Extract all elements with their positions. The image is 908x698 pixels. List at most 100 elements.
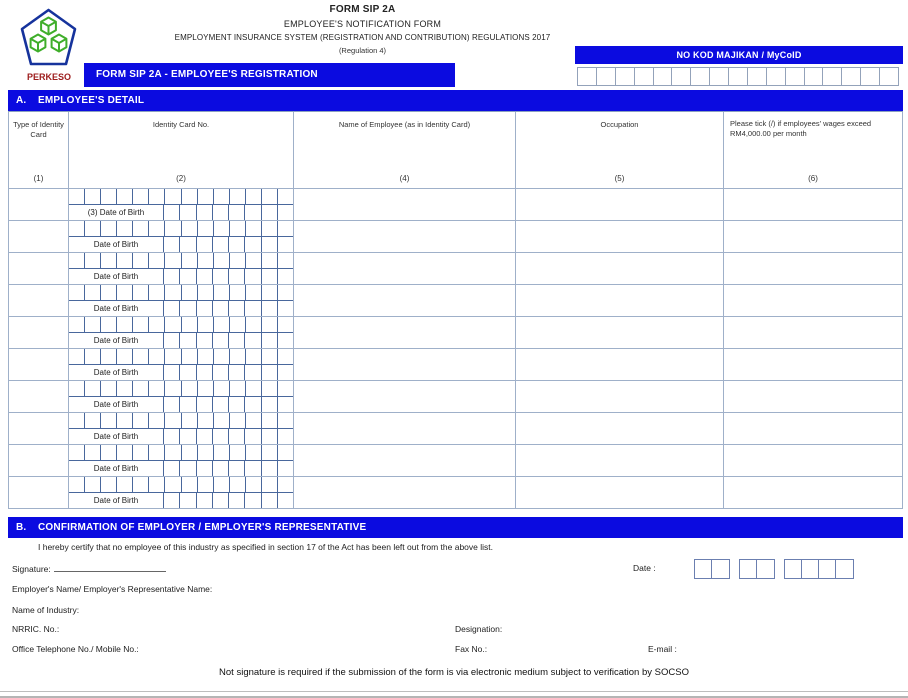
employee-name-cell[interactable] [294, 413, 516, 444]
grid-cell[interactable] [133, 285, 150, 300]
grid-cell[interactable] [262, 349, 279, 364]
grid-cell[interactable] [229, 461, 246, 476]
grid-cell[interactable] [802, 560, 819, 578]
grid-cell[interactable] [165, 349, 182, 364]
grid-cell[interactable] [164, 461, 181, 476]
grid-cell[interactable] [246, 349, 262, 364]
grid-cell[interactable] [262, 237, 278, 252]
grid-cell[interactable] [165, 413, 182, 428]
dob-grid[interactable] [164, 493, 293, 508]
wages-tick-cell[interactable] [724, 285, 902, 316]
grid-cell[interactable] [214, 445, 230, 460]
grid-cell[interactable] [616, 68, 635, 85]
wages-tick-cell[interactable] [724, 221, 902, 252]
grid-cell[interactable] [85, 413, 102, 428]
identity-type-cell[interactable] [9, 381, 69, 412]
ic-number-grid[interactable] [69, 253, 293, 269]
grid-cell[interactable] [214, 317, 230, 332]
wages-tick-cell[interactable] [724, 189, 902, 220]
grid-cell[interactable] [278, 333, 293, 348]
grid-cell[interactable] [245, 269, 262, 284]
wages-tick-cell[interactable] [724, 349, 902, 380]
grid-cell[interactable] [182, 253, 198, 268]
grid-cell[interactable] [165, 221, 182, 236]
occupation-cell[interactable] [516, 349, 724, 380]
grid-cell[interactable] [262, 461, 278, 476]
grid-cell[interactable] [165, 477, 182, 492]
grid-cell[interactable] [262, 301, 278, 316]
grid-cell[interactable] [117, 381, 134, 396]
grid-cell[interactable] [180, 269, 197, 284]
grid-cell[interactable] [165, 381, 182, 396]
ic-number-grid[interactable] [69, 381, 293, 397]
grid-cell[interactable] [246, 221, 262, 236]
grid-cell[interactable] [729, 68, 748, 85]
grid-cell[interactable] [117, 413, 134, 428]
grid-cell[interactable] [710, 68, 729, 85]
ic-number-grid[interactable] [69, 349, 293, 365]
signature-line[interactable] [53, 563, 166, 572]
grid-cell[interactable] [278, 445, 293, 460]
dob-grid[interactable] [164, 333, 293, 348]
grid-cell[interactable] [133, 189, 150, 204]
grid-cell[interactable] [164, 269, 181, 284]
grid-cell[interactable] [182, 317, 198, 332]
grid-cell[interactable] [213, 205, 229, 220]
grid-cell[interactable] [85, 477, 102, 492]
grid-cell[interactable] [198, 381, 214, 396]
identity-type-cell[interactable] [9, 413, 69, 444]
dob-grid[interactable] [164, 365, 293, 380]
grid-cell[interactable] [213, 333, 229, 348]
grid-cell[interactable] [245, 397, 262, 412]
grid-cell[interactable] [262, 269, 278, 284]
grid-cell[interactable] [198, 445, 214, 460]
grid-cell[interactable] [182, 477, 198, 492]
grid-cell[interactable] [214, 189, 230, 204]
grid-cell[interactable] [69, 445, 86, 460]
grid-cell[interactable] [149, 349, 166, 364]
grid-cell[interactable] [69, 221, 86, 236]
ic-number-grid[interactable] [69, 477, 293, 493]
grid-cell[interactable] [262, 285, 279, 300]
wages-tick-cell[interactable] [724, 413, 902, 444]
grid-cell[interactable] [164, 333, 181, 348]
grid-cell[interactable] [229, 429, 246, 444]
grid-cell[interactable] [262, 189, 279, 204]
grid-cell[interactable] [182, 221, 198, 236]
grid-cell[interactable] [245, 461, 262, 476]
identity-type-cell[interactable] [9, 477, 69, 509]
grid-cell[interactable] [230, 285, 246, 300]
grid-cell[interactable] [85, 285, 102, 300]
grid-cell[interactable] [149, 221, 166, 236]
grid-cell[interactable] [197, 269, 213, 284]
grid-cell[interactable] [245, 429, 262, 444]
grid-cell[interactable] [213, 429, 229, 444]
grid-cell[interactable] [101, 477, 118, 492]
grid-cell[interactable] [229, 397, 246, 412]
grid-cell[interactable] [165, 253, 182, 268]
identity-type-cell[interactable] [9, 221, 69, 252]
grid-cell[interactable] [262, 333, 278, 348]
dob-grid[interactable] [164, 237, 293, 252]
grid-cell[interactable] [278, 397, 293, 412]
grid-cell[interactable] [245, 205, 262, 220]
grid-cell[interactable] [164, 397, 181, 412]
grid-cell[interactable] [213, 397, 229, 412]
dob-grid[interactable] [164, 429, 293, 444]
grid-cell[interactable] [654, 68, 673, 85]
grid-cell[interactable] [262, 429, 278, 444]
grid-cell[interactable] [823, 68, 843, 85]
grid-cell[interactable] [246, 189, 262, 204]
grid-cell[interactable] [278, 205, 293, 220]
grid-cell[interactable] [278, 381, 293, 396]
grid-cell[interactable] [149, 445, 166, 460]
grid-cell[interactable] [85, 221, 102, 236]
grid-cell[interactable] [246, 285, 262, 300]
grid-cell[interactable] [229, 333, 246, 348]
grid-cell[interactable] [101, 349, 118, 364]
grid-cell[interactable] [133, 477, 150, 492]
grid-cell[interactable] [229, 493, 246, 508]
grid-cell[interactable] [246, 445, 262, 460]
grid-cell[interactable] [164, 237, 181, 252]
identity-type-cell[interactable] [9, 253, 69, 284]
